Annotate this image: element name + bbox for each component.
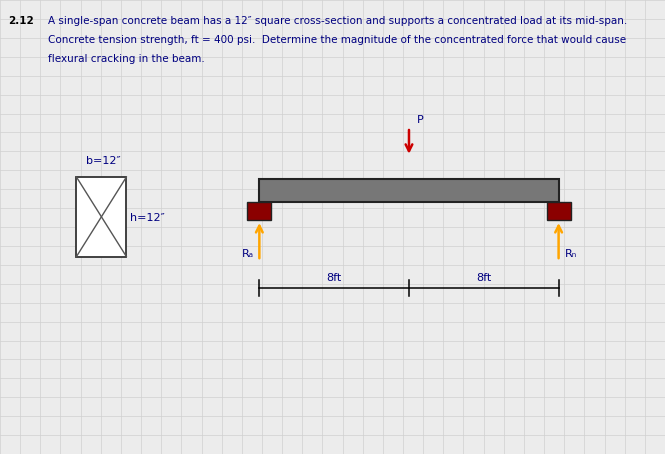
Text: 2.12: 2.12 [8, 16, 34, 26]
Text: 8ft: 8ft [327, 273, 342, 283]
Bar [259, 179, 559, 202]
Text: Rₙ: Rₙ [565, 249, 577, 259]
Bar [547, 202, 571, 220]
Text: flexural cracking in the beam.: flexural cracking in the beam. [48, 54, 205, 64]
Text: h=12″: h=12″ [130, 213, 165, 223]
Text: Concrete tension strength, ft = 400 psi.  Determine the magnitude of the concent: Concrete tension strength, ft = 400 psi.… [48, 35, 626, 45]
Text: 8ft: 8ft [476, 273, 491, 283]
Text: P: P [417, 115, 424, 125]
Text: A single-span concrete beam has a 12″ square cross-section and supports a concen: A single-span concrete beam has a 12″ sq… [48, 16, 627, 26]
Text: Rₐ: Rₐ [242, 249, 254, 259]
Bar [247, 202, 271, 220]
Text: b=12″: b=12″ [86, 156, 120, 166]
Bar [76, 177, 126, 257]
